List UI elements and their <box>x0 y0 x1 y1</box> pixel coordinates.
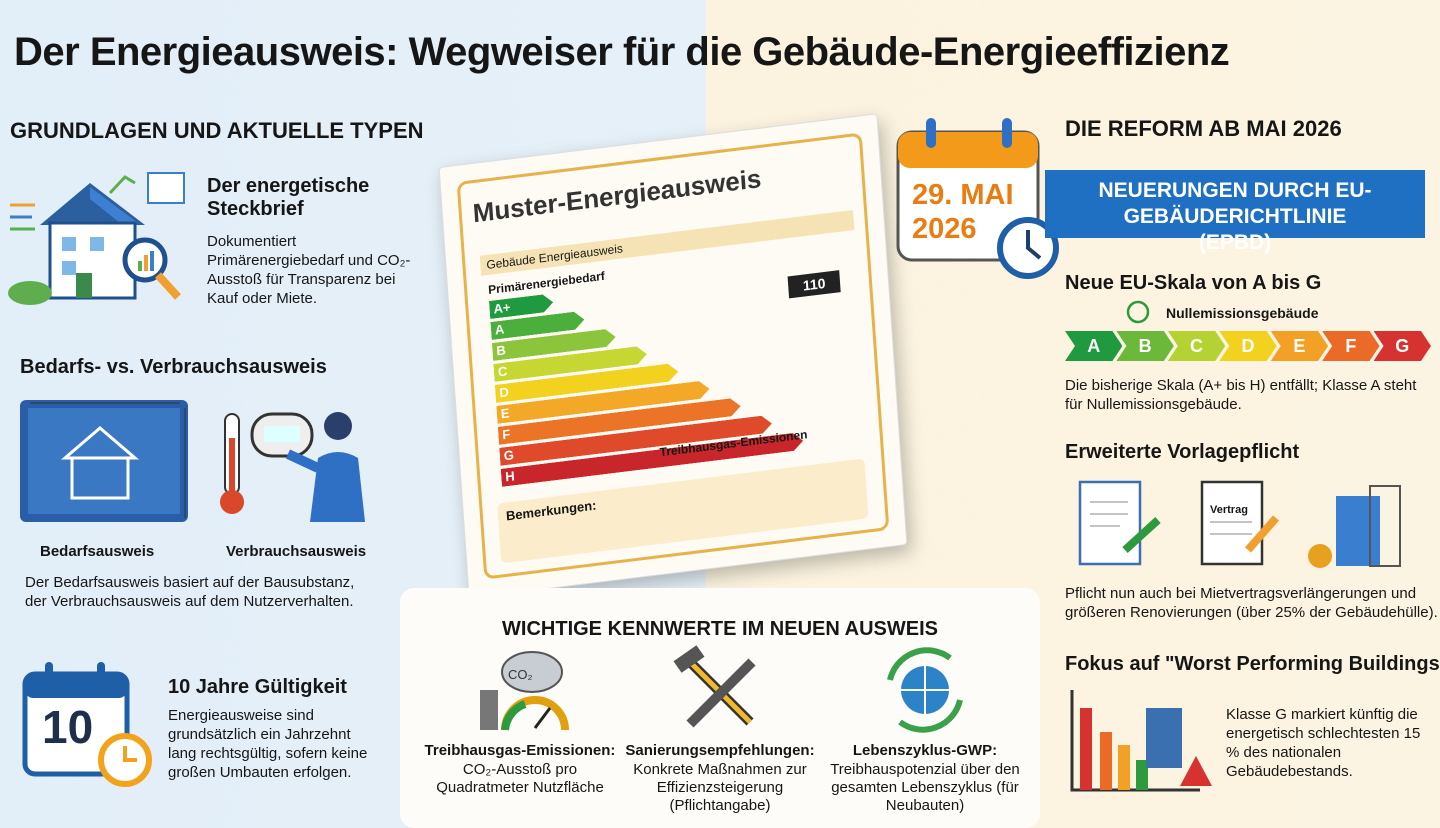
left-heading: GRUNDLAGEN UND AKTUELLE TYPEN <box>10 118 424 143</box>
profile-text: Dokumentiert Primärenergiebedarf und CO₂… <box>207 233 411 307</box>
reform-date: 29. MAI 2026 <box>912 179 1014 245</box>
key-value-text: Treibhauspotenzial über den gesamten Leb… <box>830 761 1020 814</box>
type-label: Verbrauchsausweis <box>226 543 367 560</box>
title: Der Energieausweis: Wegweiser für die Ge… <box>14 30 1230 74</box>
validity-text: Energieausweise sind grundsätzlich ein J… <box>168 707 368 781</box>
profile-title: Der energetische Steckbrief <box>207 175 370 220</box>
epbd-banner: NEUERUNGEN DURCH EU-GEBÄUDERICHTLINIE (E… <box>1045 170 1425 254</box>
scale-title: Neue EU-Skala von A bis G <box>1065 272 1322 294</box>
worst-text: Klasse G markiert künftig die energetisc… <box>1226 706 1421 780</box>
calendar-icon <box>22 662 152 787</box>
certificate-classes: A+ A B C D E F G H <box>489 262 820 491</box>
key-value-text: CO₂-Ausstoß pro Quadratmeter Nutzfläche <box>436 761 604 796</box>
key-value-title: Lebenszyklus-GWP: <box>852 742 998 759</box>
co2-label: CO₂ <box>508 667 533 682</box>
calendar-number: 10 <box>42 701 94 753</box>
obligation-title: Erweiterte Vorlagepflicht <box>1065 441 1300 463</box>
key-value-title: Sanierungsempfehlungen: <box>625 742 815 759</box>
contract-label: Vertrag <box>1210 504 1248 516</box>
right-heading: DIE REFORM AB MAI 2026 <box>1065 116 1342 141</box>
house-icon <box>8 172 185 305</box>
worst-icon <box>1070 690 1212 792</box>
scale-class: E <box>1271 331 1328 361</box>
scale-class: C <box>1168 331 1225 361</box>
scale-class: A <box>1065 331 1122 361</box>
validity-title: 10 Jahre Gültigkeit <box>168 676 347 698</box>
scale-class: D <box>1219 331 1276 361</box>
scale-text: Die bisherige Skala (A+ bis H) entfällt;… <box>1065 377 1417 413</box>
zero-icon <box>1126 300 1150 324</box>
key-values-icons <box>480 645 963 733</box>
obligation-text: Pflicht nun auch bei Mietvertragsverläng… <box>1065 585 1438 621</box>
sample-certificate: Muster-Energieausweis Gebäude Energieaus… <box>438 113 908 599</box>
types-title: Bedarfs- vs. Verbrauchsausweis <box>20 356 327 378</box>
key-value-title: Treibhausgas-Emissionen: <box>424 742 616 759</box>
zero-label: Nullemissionsgebäude <box>1166 305 1319 321</box>
key-value-text: Konkrete Maßnahmen zur Effizienzsteigeru… <box>633 761 807 814</box>
scale-class: B <box>1116 331 1173 361</box>
scale-class: F <box>1322 331 1379 361</box>
types-text: Der Bedarfsausweis basiert auf der Bausu… <box>25 574 355 610</box>
type-label: Bedarfsausweis <box>40 543 155 560</box>
worst-title: Fokus auf "Worst Performing Buildings" <box>1065 653 1440 675</box>
obligation-icons <box>1078 480 1401 568</box>
date-calendar-icon <box>896 118 1059 279</box>
types-icons <box>20 400 365 522</box>
scale-class: G <box>1374 331 1431 361</box>
key-values-heading: WICHTIGE KENNWERTE IM NEUEN AUSWEIS <box>502 618 938 640</box>
